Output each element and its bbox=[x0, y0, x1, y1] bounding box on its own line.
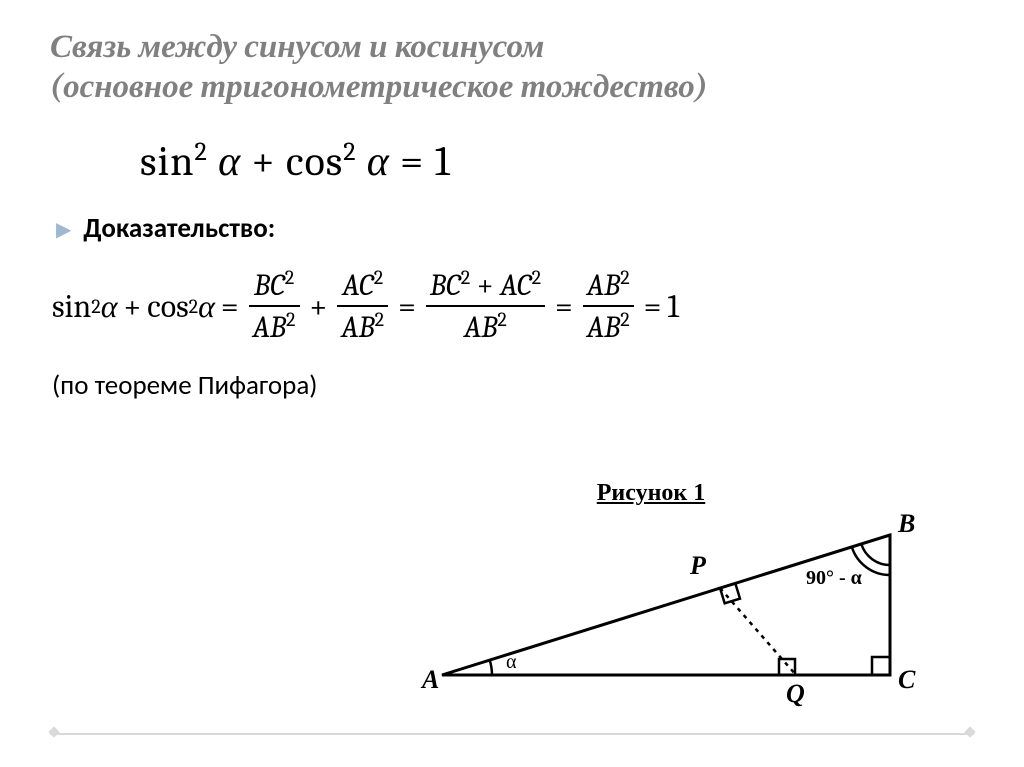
identity-result: 1 bbox=[435, 137, 451, 186]
pythagoras-note: (по теореме Пифагора) bbox=[52, 369, 974, 402]
vertex-b-label: B bbox=[898, 509, 915, 539]
title-line-1: Связь между синусом и косинусом bbox=[50, 28, 974, 68]
cos-label: cos bbox=[286, 137, 343, 186]
den-ab-1: AB bbox=[253, 310, 286, 345]
frac-sum-ab: BC2 + AC2 AB2 bbox=[426, 265, 545, 347]
main-identity-formula: sin2 α + cos2 α = 1 bbox=[140, 137, 974, 186]
vertex-a-label: A bbox=[422, 665, 439, 695]
sin-exponent: 2 bbox=[195, 137, 208, 167]
num-ac-2-exp: 2 bbox=[532, 266, 541, 289]
den-ab-3: AB bbox=[464, 310, 497, 345]
frac-ac-ab: AC2 AB2 bbox=[337, 265, 388, 347]
den-ab-2: AB bbox=[341, 310, 374, 345]
slide-content: Связь между синусом и косинусом (основно… bbox=[0, 0, 1024, 402]
frac-bc-ab: BC2 AB2 bbox=[249, 265, 300, 347]
num-bc: BC bbox=[254, 268, 285, 303]
eq-equals-1: = bbox=[221, 288, 239, 325]
num-bc-exp: 2 bbox=[285, 266, 294, 289]
triangle-svg bbox=[430, 515, 950, 715]
sin-angle: α bbox=[218, 137, 241, 186]
eq-cos-angle: α bbox=[198, 288, 215, 325]
angle-b-label: 90° - α bbox=[806, 567, 862, 590]
eq-result: 1 bbox=[667, 288, 679, 325]
eq-equals-3: = bbox=[555, 288, 573, 325]
title-block: Связь между синусом и косинусом (основно… bbox=[50, 28, 974, 107]
eq-equals-2: = bbox=[398, 288, 416, 325]
angle-alpha-label: α bbox=[506, 651, 516, 674]
num-ab: AB bbox=[587, 268, 620, 303]
eq-plus-1: + bbox=[124, 288, 142, 325]
den-ab-4: AB bbox=[587, 310, 620, 345]
num-ac: AC bbox=[342, 268, 374, 303]
vertex-c-label: C bbox=[898, 665, 915, 695]
footer-decoration bbox=[50, 733, 974, 741]
eq-lhs: sin2 α + cos2 α bbox=[52, 288, 215, 325]
proof-label: Доказательство: bbox=[83, 212, 275, 245]
equals-op: = bbox=[400, 137, 424, 186]
sin-label: sin bbox=[140, 137, 195, 186]
eq-plus-2: + bbox=[310, 288, 328, 325]
figure-area: Рисунок 1 A B C P Q α 90° - α bbox=[430, 480, 950, 715]
cos-exponent: 2 bbox=[343, 137, 356, 167]
num-plus: + bbox=[477, 268, 494, 303]
point-p-label: P bbox=[690, 551, 706, 581]
triangle-diagram: A B C P Q α 90° - α bbox=[430, 515, 950, 715]
num-ac-exp: 2 bbox=[374, 266, 383, 289]
eq-sin-angle: α bbox=[101, 288, 118, 325]
num-ab-exp: 2 bbox=[620, 266, 629, 289]
den-ab-3-exp: 2 bbox=[497, 308, 506, 331]
eq-equals-4: = bbox=[644, 288, 662, 325]
den-ab-1-exp: 2 bbox=[286, 308, 295, 331]
frac-ab-ab: AB2 AB2 bbox=[583, 265, 634, 347]
eq-cos-exp: 2 bbox=[189, 295, 198, 318]
title-line-2: (основное тригонометрическое тождество) bbox=[50, 68, 974, 108]
eq-cos: cos bbox=[147, 288, 188, 325]
point-q-label: Q bbox=[786, 679, 805, 709]
bullet-icon: ▶ bbox=[56, 217, 71, 241]
cos-angle: α bbox=[367, 137, 390, 186]
proof-heading-row: ▶ Доказательство: bbox=[56, 212, 974, 245]
num-ac-2: AC bbox=[500, 268, 532, 303]
eq-sin-exp: 2 bbox=[91, 295, 100, 318]
eq-sin: sin bbox=[52, 288, 91, 325]
num-bc-2: BC bbox=[430, 268, 461, 303]
proof-equation: sin2 α + cos2 α = BC2 AB2 + AC2 AB2 = BC… bbox=[52, 265, 974, 347]
den-ab-4-exp: 2 bbox=[620, 308, 629, 331]
den-ab-2-exp: 2 bbox=[375, 308, 384, 331]
figure-caption: Рисунок 1 bbox=[352, 480, 950, 507]
num-bc-2-exp: 2 bbox=[461, 266, 470, 289]
plus-op: + bbox=[251, 137, 275, 186]
